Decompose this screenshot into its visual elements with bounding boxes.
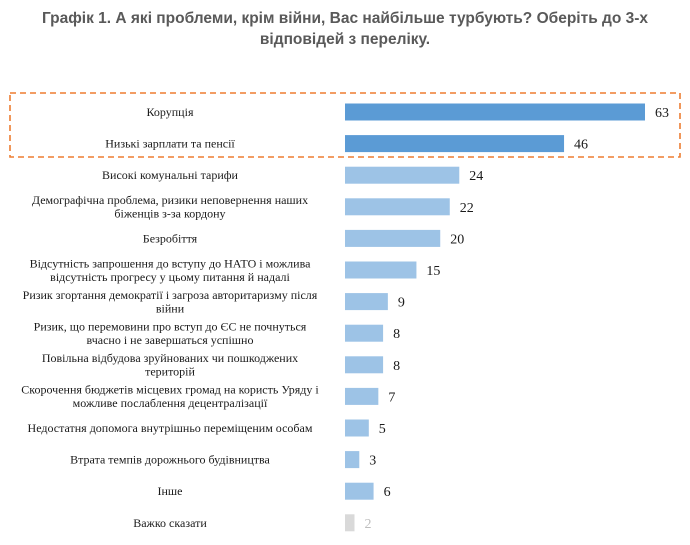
value-label-9: 7	[388, 390, 395, 405]
category-label-0: Корупція	[147, 105, 194, 119]
bar-5	[345, 261, 417, 279]
bar-8	[345, 356, 384, 374]
bar-1	[345, 135, 565, 153]
value-label-7: 8	[393, 327, 400, 342]
category-label-line: Безробіття	[143, 231, 198, 245]
category-label-line: Повільна відбудова зруйнованих чи пошкод…	[42, 351, 298, 365]
category-label-line: вчасно і не завершаться успішно	[87, 333, 254, 347]
bar-13	[345, 514, 355, 532]
category-label-2: Високі комунальні тарифи	[102, 168, 238, 182]
value-label-3: 22	[460, 201, 474, 216]
value-label-8: 8	[393, 359, 400, 374]
category-label-9: Скорочення бюджетів місцевих громад на к…	[21, 383, 319, 411]
category-label-12: Інше	[158, 484, 183, 498]
category-label-line: Ризик, що перемовини про вступ до ЄС не …	[34, 319, 307, 333]
category-label-line: Високі комунальні тарифи	[102, 168, 238, 182]
value-label-4: 20	[450, 232, 464, 247]
category-label-line: можливе послаблення децентралізації	[73, 396, 268, 410]
bar-10	[345, 419, 369, 437]
bar-4	[345, 229, 441, 247]
category-label-6: Ризик згортання демократії і загроза авт…	[23, 288, 318, 316]
category-label-line: Недостатня допомога внутрішньо переміщен…	[28, 421, 313, 435]
category-label-5: Відсутність запрошення до вступу до НАТО…	[30, 256, 312, 284]
value-label-10: 5	[379, 422, 386, 437]
category-label-3: Демографічна проблема, ризики неповернен…	[32, 193, 308, 221]
bar-9	[345, 387, 379, 405]
category-label-1: Низькі зарплати та пенсії	[105, 137, 235, 151]
value-label-6: 9	[398, 296, 405, 311]
category-label-line: Демографічна проблема, ризики неповернен…	[32, 193, 308, 207]
value-label-1: 46	[574, 138, 588, 153]
value-label-11: 3	[369, 454, 376, 469]
category-label-line: війни	[156, 301, 185, 315]
category-label-line: біженців з-за кордону	[114, 207, 225, 221]
value-label-5: 15	[426, 264, 440, 279]
category-label-10: Недостатня допомога внутрішньо переміщен…	[28, 421, 313, 435]
category-label-line: Втрата темпів дорожнього будівництва	[70, 453, 270, 467]
category-label-line: Важко сказати	[133, 516, 207, 530]
category-label-line: Корупція	[147, 105, 194, 119]
category-label-line: Інше	[158, 484, 183, 498]
category-label-line: відсутність прогресу у цьому питання й н…	[50, 270, 290, 284]
category-label-8: Повільна відбудова зруйнованих чи пошкод…	[42, 351, 298, 379]
bar-2	[345, 166, 460, 184]
bar-3	[345, 198, 450, 216]
category-label-11: Втрата темпів дорожнього будівництва	[70, 453, 270, 467]
bar-0	[345, 103, 645, 121]
chart-title: Графік 1. А які проблеми, крім війни, Ва…	[41, 10, 649, 48]
bar-6	[345, 293, 388, 311]
bar-7	[345, 324, 384, 342]
category-label-4: Безробіття	[143, 231, 198, 245]
category-label-line: Скорочення бюджетів місцевих громад на к…	[21, 383, 319, 397]
highlight-box	[9, 92, 681, 158]
category-label-13: Важко сказати	[133, 516, 207, 530]
value-label-0: 63	[655, 106, 669, 121]
bar-12	[345, 482, 374, 500]
category-label-7: Ризик, що перемовини про вступ до ЄС не …	[34, 319, 307, 347]
category-label-line: Відсутність запрошення до вступу до НАТО…	[30, 256, 312, 270]
category-label-line: територій	[145, 365, 195, 379]
category-label-line: Ризик згортання демократії і загроза авт…	[23, 288, 318, 302]
value-label-12: 6	[384, 485, 391, 500]
value-label-2: 24	[469, 169, 483, 184]
value-label-13: 2	[365, 517, 372, 532]
bar-11	[345, 451, 360, 469]
category-label-line: Низькі зарплати та пенсії	[105, 137, 235, 151]
